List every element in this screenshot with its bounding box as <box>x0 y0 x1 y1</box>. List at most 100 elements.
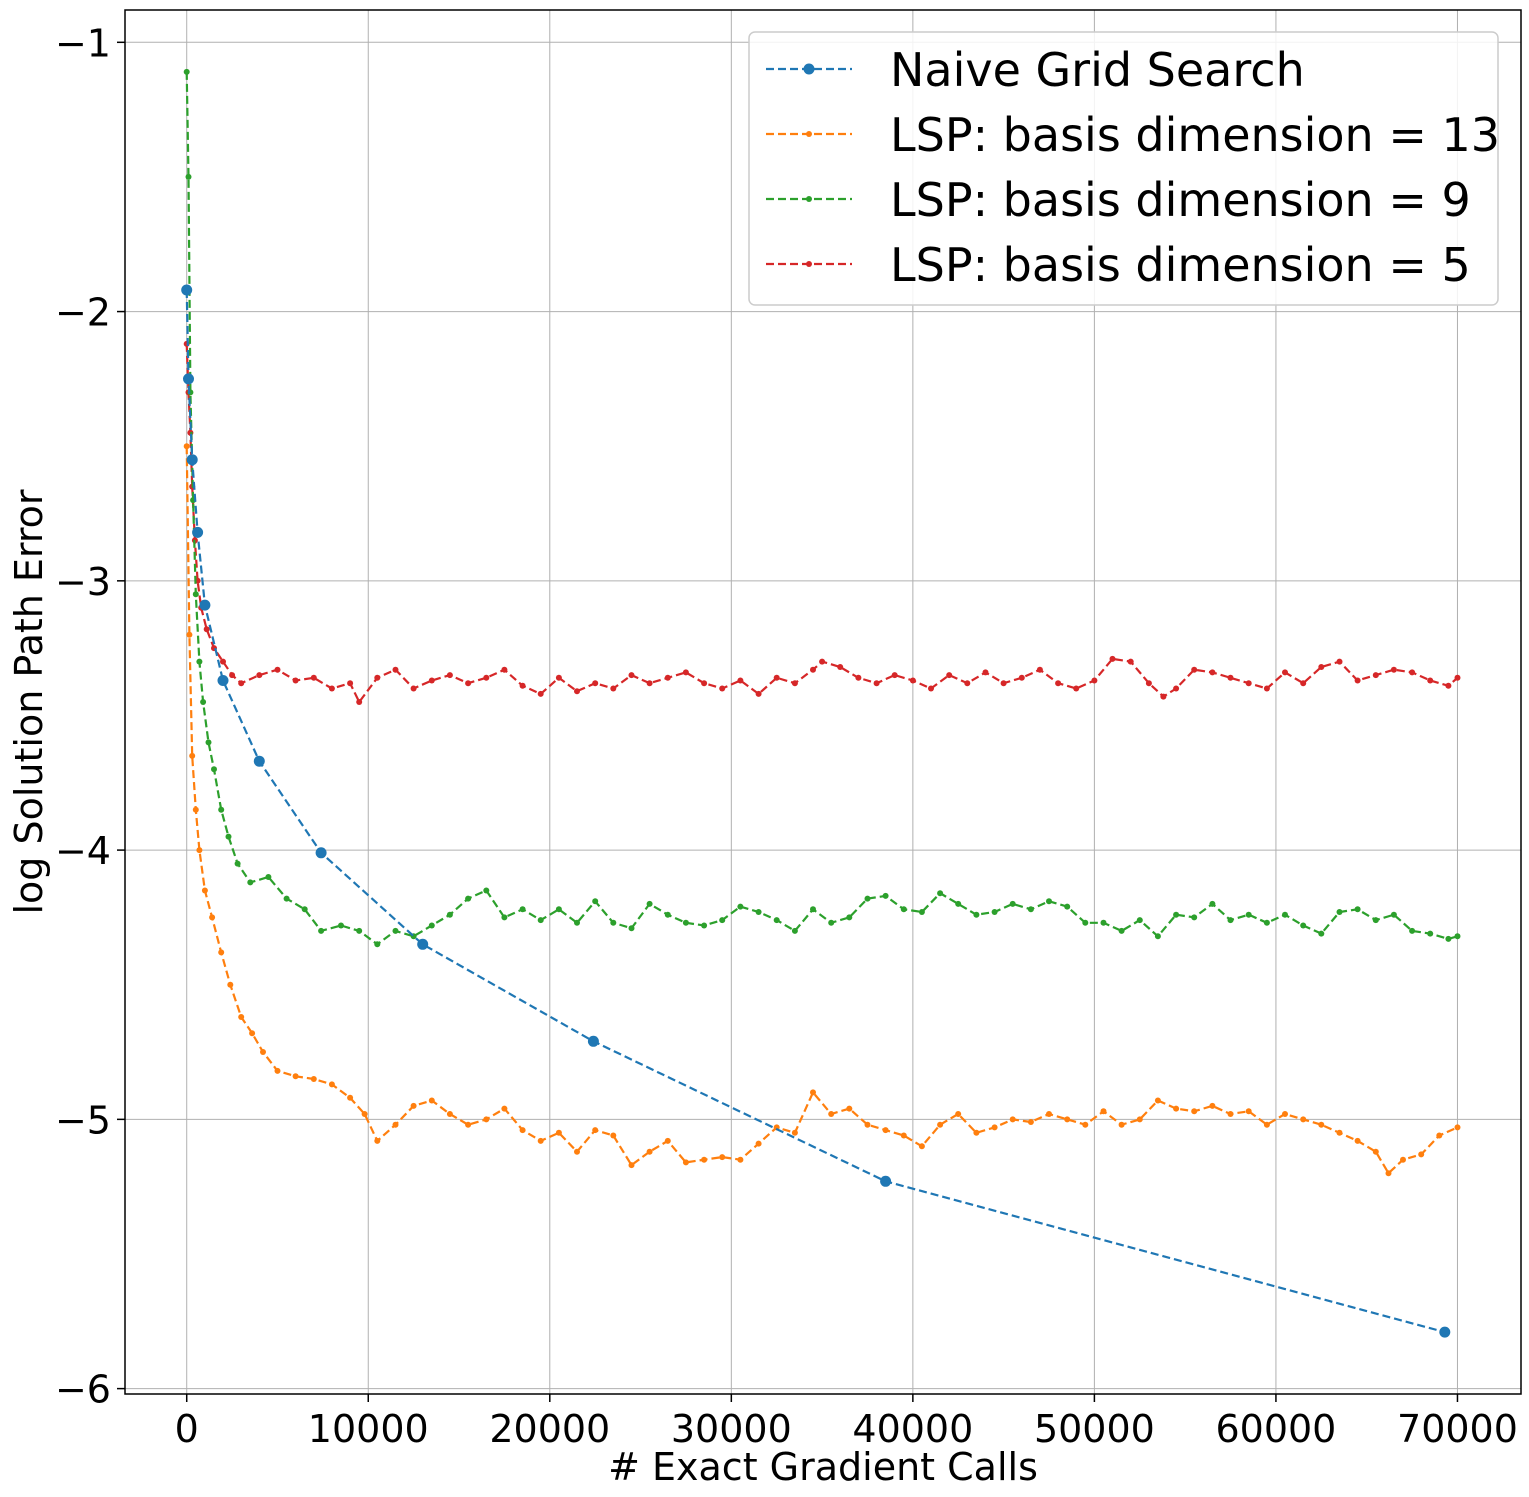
data-point <box>417 938 429 950</box>
data-point <box>1439 1326 1451 1338</box>
data-point <box>864 895 871 902</box>
data-point <box>328 1081 335 1088</box>
data-point <box>1263 1121 1270 1128</box>
data-point <box>283 895 290 902</box>
data-point <box>701 1156 708 1163</box>
data-point <box>555 906 562 913</box>
data-point <box>483 1116 490 1123</box>
x-axis-label: # Exact Gradient Calls <box>608 1445 1038 1489</box>
data-point <box>592 898 599 905</box>
data-point <box>203 626 210 633</box>
data-point <box>864 1121 871 1128</box>
data-point <box>1409 927 1416 934</box>
legend-marker <box>806 196 812 202</box>
y-axis: −6 −5 −4 −3 −2 −1 <box>55 21 125 1412</box>
data-point <box>755 1140 762 1147</box>
data-point <box>1372 672 1379 679</box>
data-point <box>186 454 198 466</box>
data-point <box>1118 927 1125 934</box>
data-point <box>209 914 216 921</box>
legend-box <box>748 31 1499 306</box>
data-point <box>610 1132 617 1139</box>
series-1 <box>183 443 1461 1177</box>
legend-marker <box>806 131 812 137</box>
data-point <box>446 911 453 918</box>
data-point <box>1372 917 1379 924</box>
legend-label: LSP: basis dimension = 5 <box>890 238 1471 292</box>
legend-label: Naive Grid Search <box>890 43 1305 97</box>
series-2 <box>183 68 1461 948</box>
data-point <box>882 1127 889 1134</box>
legend-marker <box>803 63 815 75</box>
data-point <box>465 1121 472 1128</box>
data-point <box>918 1143 925 1150</box>
data-point <box>274 666 281 673</box>
data-point <box>192 806 199 813</box>
y-tick-label: −4 <box>55 829 111 873</box>
data-point <box>183 443 190 450</box>
data-point <box>1336 909 1343 915</box>
data-point <box>501 914 508 921</box>
data-point <box>446 1111 453 1117</box>
data-point <box>1300 1116 1307 1123</box>
data-point <box>1191 666 1198 673</box>
data-point <box>253 755 265 767</box>
data-point <box>519 906 526 913</box>
data-point <box>201 887 208 894</box>
data-point <box>628 672 635 679</box>
data-point <box>773 674 780 681</box>
data-point <box>737 677 744 684</box>
data-point <box>1390 666 1397 673</box>
data-point <box>1154 1097 1161 1104</box>
data-point <box>701 680 708 687</box>
data-point <box>882 892 889 899</box>
data-point <box>846 914 853 921</box>
data-point <box>361 1111 368 1117</box>
data-point <box>587 1035 599 1047</box>
data-point <box>828 919 835 926</box>
data-point <box>199 599 211 611</box>
data-point <box>1064 903 1071 910</box>
data-point <box>483 887 490 894</box>
data-point <box>880 1175 892 1187</box>
data-point <box>328 685 335 692</box>
data-point <box>1372 1148 1379 1155</box>
data-point <box>664 911 671 918</box>
data-point <box>900 906 907 913</box>
data-point <box>1454 674 1461 681</box>
data-point <box>1209 900 1216 907</box>
data-point <box>185 173 192 180</box>
data-point <box>1400 1156 1406 1163</box>
x-tick-label: 70000 <box>1397 1407 1518 1451</box>
data-point <box>218 806 225 813</box>
data-point <box>183 68 190 75</box>
data-point <box>410 685 417 692</box>
data-point <box>1454 933 1461 940</box>
data-point <box>189 752 196 759</box>
data-point <box>1046 898 1052 905</box>
data-point <box>537 690 544 697</box>
data-point <box>937 890 944 897</box>
data-point <box>1091 677 1098 684</box>
data-point <box>537 1137 544 1144</box>
x-tick-label: 60000 <box>1215 1407 1336 1451</box>
data-point <box>374 941 381 948</box>
data-point <box>446 672 453 679</box>
data-point <box>1191 914 1198 921</box>
data-point <box>205 739 212 746</box>
data-point <box>1064 1116 1071 1123</box>
data-point <box>249 1030 256 1037</box>
data-point <box>1009 1116 1016 1123</box>
data-point <box>1445 935 1452 942</box>
data-point <box>1445 682 1452 689</box>
data-point <box>1282 669 1288 676</box>
data-point <box>200 699 207 705</box>
data-point <box>247 879 254 886</box>
data-point <box>755 909 762 915</box>
data-point <box>909 677 916 684</box>
data-point <box>928 685 934 692</box>
series-layer <box>181 68 1461 1338</box>
data-point <box>719 1154 726 1161</box>
x-tick-label: 40000 <box>852 1407 973 1451</box>
